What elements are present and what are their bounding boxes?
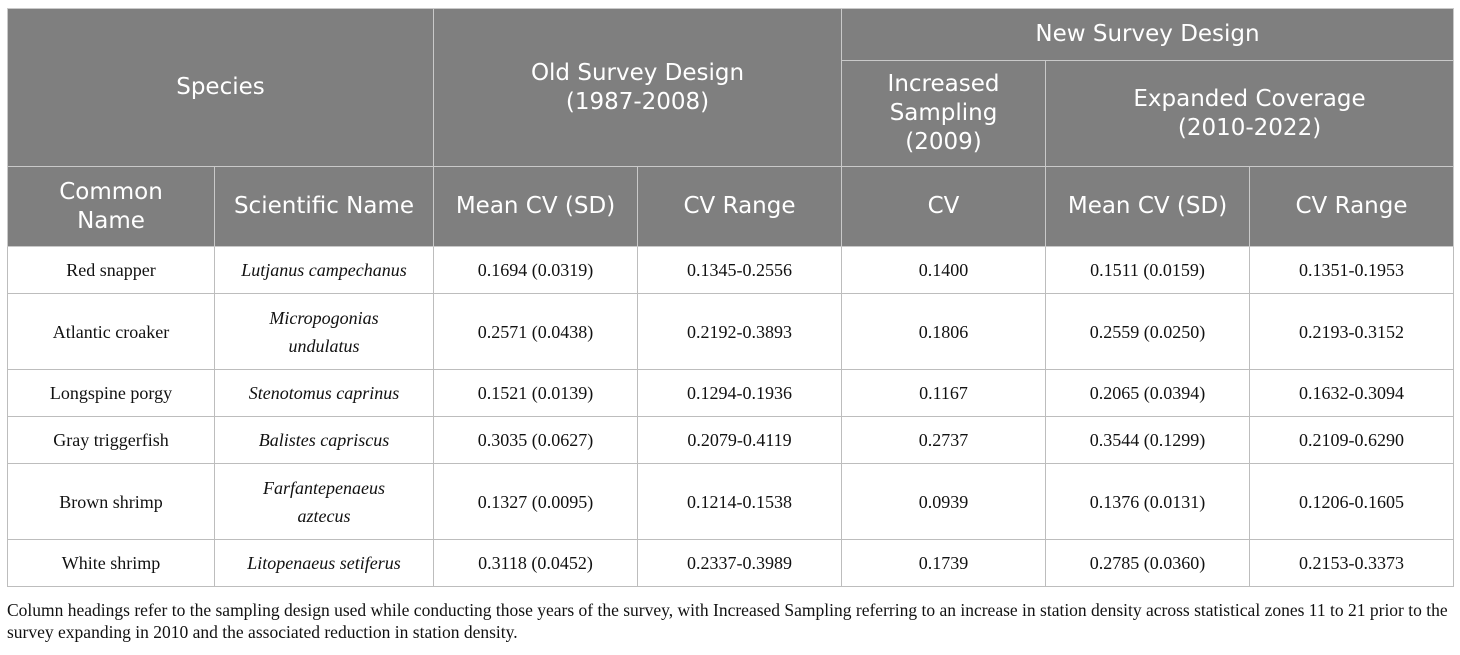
expanded-cv-range-header: CV Range: [1249, 166, 1455, 247]
expanded-cv-range-cell: 0.2109-0.6290: [1249, 416, 1455, 464]
common-name-line1: Common: [59, 178, 163, 205]
old-mean-cv-cell: 0.2571 (0.0438): [433, 293, 638, 370]
table-header: Species Old Survey Design (1987-2008) Ne…: [7, 8, 1455, 247]
common-name-cell: Gray triggerfish: [7, 416, 215, 464]
old-design-title: Old Survey Design: [530, 59, 745, 86]
increased-sampling-line2: Sampling: [889, 100, 998, 126]
old-mean-cv-cell: 0.3035 (0.0627): [433, 416, 638, 464]
table-row: Atlantic croaker Micropogonias undulatus…: [7, 293, 1455, 370]
common-name-line2: Name: [77, 207, 145, 234]
old-mean-cv-cell: 0.1694 (0.0319): [433, 246, 638, 294]
old-mean-cv-cell: 0.1521 (0.0139): [433, 369, 638, 417]
old-mean-cv-cell: 0.3118 (0.0452): [433, 539, 638, 587]
table-container: Species Old Survey Design (1987-2008) Ne…: [7, 8, 1455, 587]
increased-cv-cell: 0.1167: [841, 369, 1047, 417]
increased-cv-cell: 0.0939: [841, 463, 1047, 540]
old-cv-range-cell: 0.1345-0.2556: [636, 246, 843, 294]
old-mean-cv-header: Mean CV (SD): [433, 166, 638, 247]
expanded-mean-cv-cell: 0.1376 (0.0131): [1045, 463, 1251, 540]
common-name-cell: Red snapper: [7, 246, 215, 294]
old-cv-range-cell: 0.1214-0.1538: [636, 463, 843, 540]
table-row: Brown shrimp Farfantepenaeus aztecus 0.1…: [7, 463, 1455, 540]
old-mean-cv-cell: 0.1327 (0.0095): [433, 463, 638, 540]
increased-cv-cell: 0.1806: [841, 293, 1047, 370]
old-cv-range-cell: 0.2192-0.3893: [636, 293, 843, 370]
table-footnote: Column headings refer to the sampling de…: [7, 600, 1448, 642]
scientific-name-header: Scientific Name: [214, 166, 434, 247]
old-cv-range-cell: 0.1294-0.1936: [636, 369, 843, 417]
scientific-name-cell: Lutjanus campechanus: [214, 246, 434, 294]
cv-table: Species Old Survey Design (1987-2008) Ne…: [7, 8, 1455, 587]
old-cv-range-header: CV Range: [636, 166, 843, 247]
common-name-cell: Atlantic croaker: [7, 293, 215, 370]
new-design-header: New Survey Design: [841, 8, 1455, 61]
scientific-name-cell: Litopenaeus setiferus: [214, 539, 434, 587]
expanded-cv-range-cell: 0.2193-0.3152: [1249, 293, 1455, 370]
expanded-mean-cv-cell: 0.2559 (0.0250): [1045, 293, 1251, 370]
increased-sampling-line1: Increased: [887, 71, 1000, 97]
scientific-name-cell: Balistes capriscus: [214, 416, 434, 464]
scientific-name-cell: Micropogonias undulatus: [214, 293, 434, 370]
table-row: White shrimp Litopenaeus setiferus 0.311…: [7, 539, 1455, 587]
common-name-cell: Brown shrimp: [7, 463, 215, 540]
expanded-cv-range-cell: 0.1351-0.1953: [1249, 246, 1455, 294]
scientific-name-species: aztecus: [297, 505, 351, 526]
expanded-cv-range-cell: 0.1632-0.3094: [1249, 369, 1455, 417]
expanded-coverage-title: Expanded Coverage: [1133, 85, 1366, 112]
scientific-name-genus: Farfantepenaeus: [263, 477, 385, 498]
increased-sampling-years: (2009): [905, 129, 982, 155]
expanded-cv-range-cell: 0.1206-0.1605: [1249, 463, 1455, 540]
scientific-name-cell: Farfantepenaeus aztecus: [214, 463, 434, 540]
increased-sampling-header: Increased Sampling (2009): [841, 60, 1047, 167]
table-row: Longspine porgy Stenotomus caprinus 0.15…: [7, 369, 1455, 417]
expanded-mean-cv-header: Mean CV (SD): [1045, 166, 1251, 247]
common-name-header: Common Name: [7, 166, 215, 247]
scientific-name-species: undulatus: [288, 335, 360, 356]
scientific-name-cell: Stenotomus caprinus: [214, 369, 434, 417]
table-body: Red snapper Lutjanus campechanus 0.1694 …: [7, 246, 1455, 587]
increased-cv-header: CV: [841, 166, 1047, 247]
old-cv-range-cell: 0.2079-0.4119: [636, 416, 843, 464]
expanded-mean-cv-cell: 0.2785 (0.0360): [1045, 539, 1251, 587]
old-design-years: (1987-2008): [565, 88, 710, 115]
species-header: Species: [7, 8, 434, 167]
expanded-coverage-years: (2010-2022): [1177, 114, 1322, 141]
expanded-mean-cv-cell: 0.1511 (0.0159): [1045, 246, 1251, 294]
increased-cv-cell: 0.1739: [841, 539, 1047, 587]
common-name-cell: White shrimp: [7, 539, 215, 587]
old-cv-range-cell: 0.2337-0.3989: [636, 539, 843, 587]
expanded-mean-cv-cell: 0.2065 (0.0394): [1045, 369, 1251, 417]
expanded-cv-range-cell: 0.2153-0.3373: [1249, 539, 1455, 587]
expanded-mean-cv-cell: 0.3544 (0.1299): [1045, 416, 1251, 464]
table-row: Gray triggerfish Balistes capriscus 0.30…: [7, 416, 1455, 464]
expanded-coverage-header: Expanded Coverage (2010-2022): [1045, 60, 1455, 167]
scientific-name-genus: Micropogonias: [269, 307, 379, 328]
increased-cv-cell: 0.2737: [841, 416, 1047, 464]
old-design-header: Old Survey Design (1987-2008): [432, 8, 843, 167]
table-row: Red snapper Lutjanus campechanus 0.1694 …: [7, 246, 1455, 294]
increased-cv-cell: 0.1400: [841, 246, 1047, 294]
common-name-cell: Longspine porgy: [7, 369, 215, 417]
